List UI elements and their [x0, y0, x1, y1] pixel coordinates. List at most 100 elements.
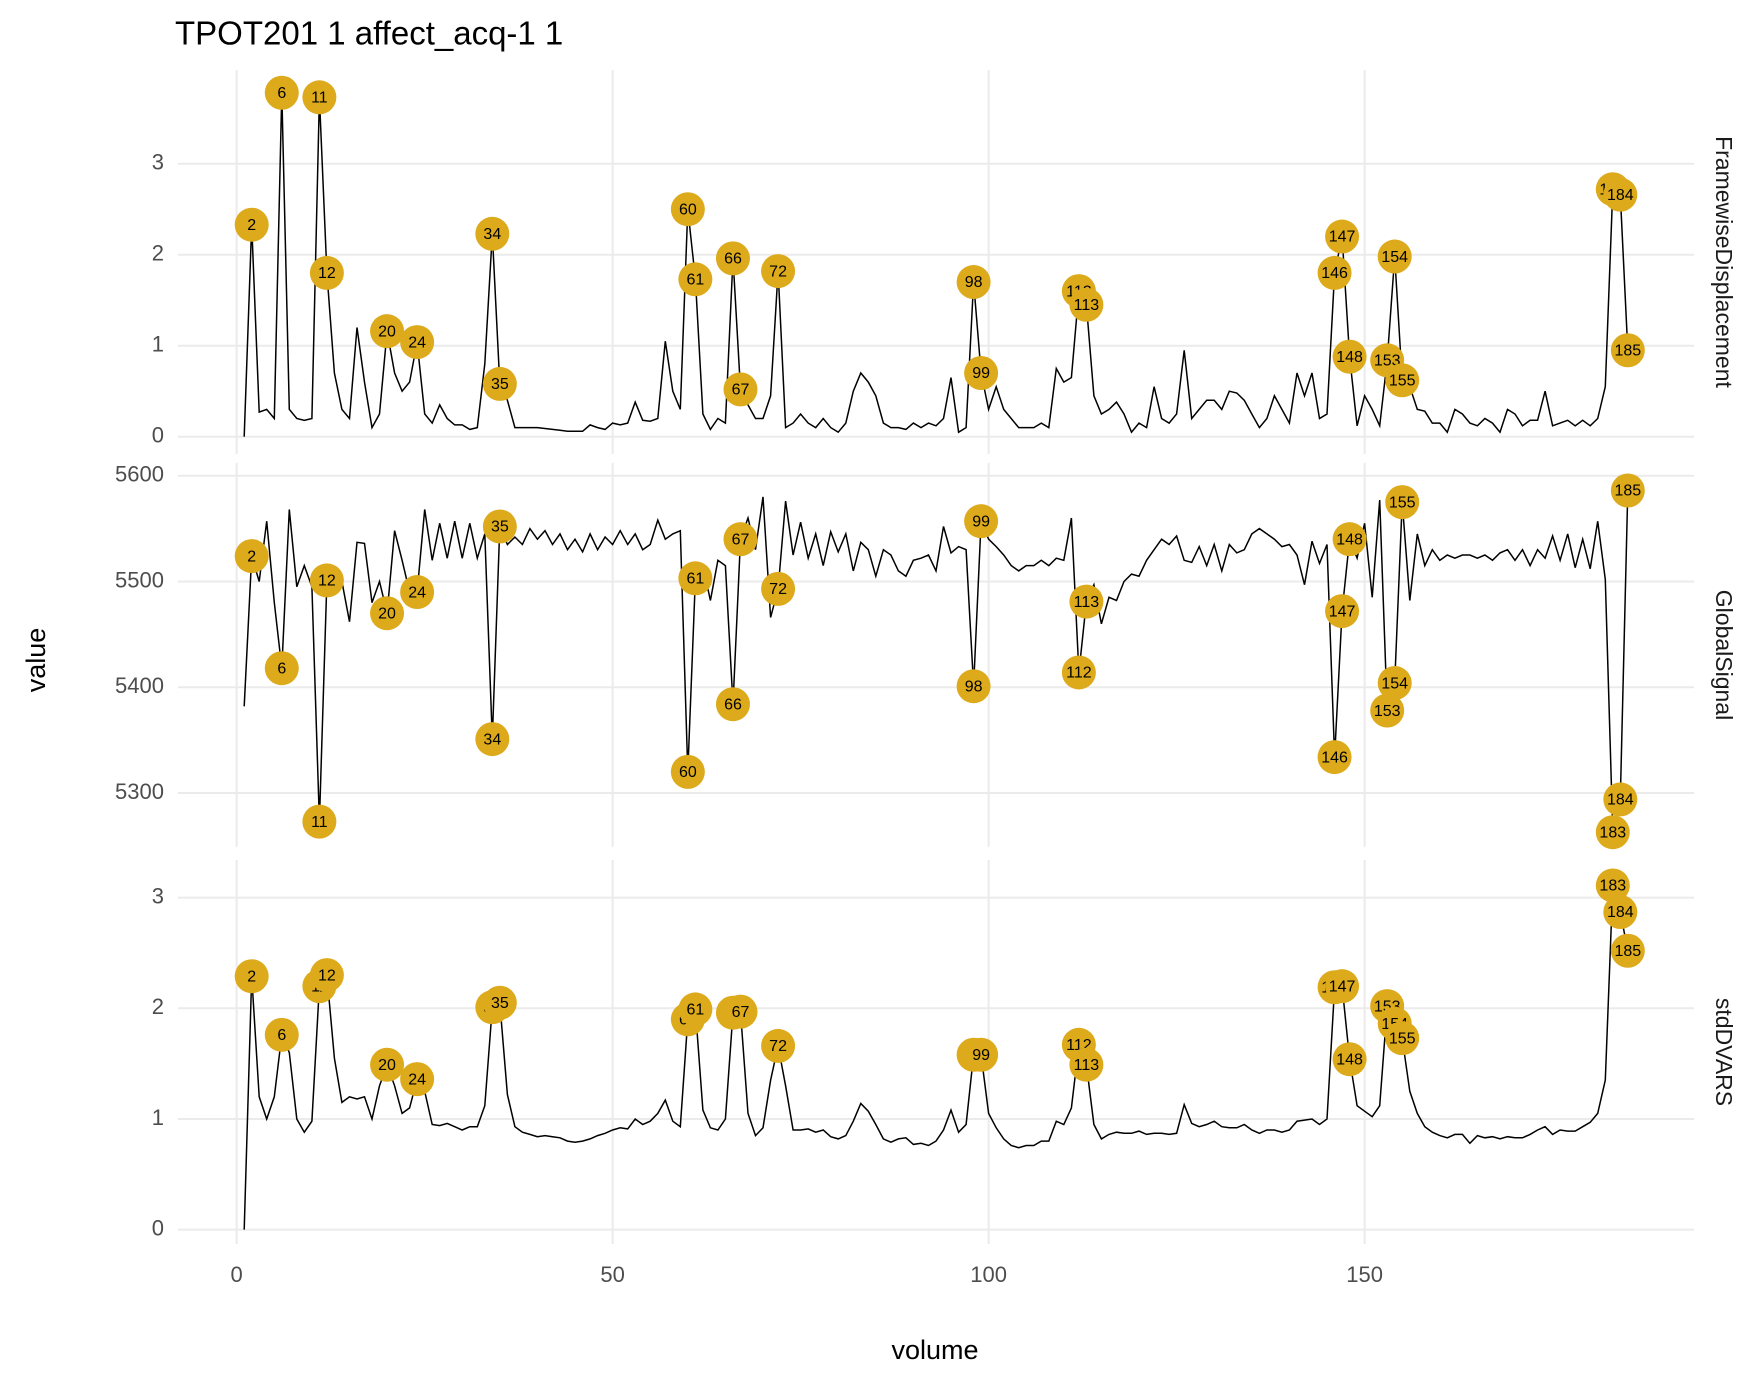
flagged-point — [1603, 177, 1638, 212]
flagged-point — [1377, 666, 1412, 701]
flagged-point — [964, 504, 999, 539]
flagged-point — [956, 669, 991, 704]
flagged-point — [678, 992, 713, 1027]
point-label: 147 — [1329, 229, 1356, 246]
point-label: 12 — [318, 967, 336, 984]
flagged-point — [761, 254, 796, 289]
point-label: 66 — [724, 696, 742, 713]
flagged-point — [400, 1062, 435, 1097]
point-label: 183 — [1599, 824, 1626, 841]
flagged-point — [1332, 339, 1367, 374]
flagged-point — [482, 985, 517, 1020]
point-label: 99 — [972, 365, 990, 382]
facet-strip-label: FramewiseDisplacement — [1711, 136, 1737, 388]
point-label: 113 — [1074, 297, 1100, 314]
point-label: 148 — [1336, 531, 1363, 548]
point-label: 72 — [769, 1038, 787, 1055]
point-label: 34 — [483, 226, 501, 243]
y-axis-title: value — [21, 628, 51, 693]
point-label: 153 — [1374, 703, 1401, 720]
x-tick-label: 150 — [1346, 1262, 1383, 1287]
flagged-point — [723, 372, 758, 407]
flagged-point — [264, 1017, 299, 1052]
y-tick-label: 2 — [152, 994, 164, 1019]
y-tick-label: 2 — [152, 241, 164, 266]
point-label: 148 — [1336, 1051, 1363, 1068]
flagged-point — [264, 651, 299, 686]
point-label: 99 — [972, 513, 990, 530]
flagged-point — [482, 366, 517, 401]
point-label: 24 — [408, 1071, 426, 1088]
line — [243, 490, 1629, 833]
flagged-point — [475, 722, 510, 757]
flagged-point — [234, 959, 269, 994]
flagged-point — [1385, 1021, 1420, 1056]
flagged-point — [1069, 287, 1104, 322]
point-label: 67 — [732, 531, 750, 548]
point-label: 11 — [311, 814, 328, 831]
flagged-point — [761, 571, 796, 606]
point-label: 2 — [247, 217, 256, 234]
flagged-point — [1370, 693, 1405, 728]
point-label: 6 — [277, 1027, 286, 1044]
point-label: 34 — [483, 731, 501, 748]
y-tick-label: 5600 — [115, 462, 164, 487]
flagged-point — [370, 1047, 405, 1082]
flagged-point — [234, 539, 269, 574]
x-tick-label: 100 — [970, 1262, 1007, 1287]
flagged-point — [309, 255, 344, 290]
flagged-point — [1595, 868, 1630, 903]
point-label: 66 — [724, 251, 742, 268]
point-label: 72 — [769, 263, 787, 280]
flagged-point — [264, 75, 299, 110]
point-label: 11 — [311, 90, 328, 107]
flagged-point — [956, 265, 991, 300]
y-tick-label: 5400 — [115, 673, 164, 698]
facet-strip-label: stdDVARS — [1711, 998, 1737, 1106]
point-label: 61 — [686, 272, 704, 289]
flagged-point — [1385, 363, 1420, 398]
point-label: 147 — [1329, 978, 1356, 995]
point-label: 35 — [491, 519, 509, 536]
flagged-point — [670, 192, 705, 227]
flagged-point — [370, 314, 405, 349]
y-tick-label: 3 — [152, 150, 164, 175]
x-axis-title: volume — [891, 1335, 978, 1365]
point-label: 60 — [679, 764, 697, 781]
flagged-point — [1061, 655, 1096, 690]
flagged-point — [678, 561, 713, 596]
point-label: 67 — [732, 1004, 750, 1021]
point-label: 154 — [1381, 249, 1408, 266]
flagged-point — [761, 1028, 796, 1063]
point-label: 113 — [1074, 594, 1100, 611]
flagged-point — [309, 958, 344, 993]
point-label: 6 — [277, 660, 286, 677]
flagged-point — [1069, 584, 1104, 619]
point-label: 148 — [1336, 349, 1363, 366]
flagged-point — [370, 596, 405, 631]
line — [243, 885, 1629, 1230]
point-label: 185 — [1614, 483, 1641, 500]
point-label: 2 — [247, 968, 256, 985]
point-label: 153 — [1374, 352, 1401, 369]
point-label: 183 — [1599, 878, 1626, 895]
flagged-point — [1603, 895, 1638, 930]
point-label: 20 — [378, 323, 396, 340]
flagged-point — [1325, 594, 1360, 629]
flagged-point — [678, 262, 713, 297]
flagged-point — [1325, 219, 1360, 254]
point-label: 35 — [491, 376, 509, 393]
flagged-point — [964, 356, 999, 391]
point-label: 6 — [277, 85, 286, 102]
point-label: 155 — [1389, 373, 1416, 390]
point-label: 20 — [378, 1057, 396, 1074]
flagged-point — [302, 804, 337, 839]
flagged-point — [400, 575, 435, 610]
flagged-point — [1610, 473, 1645, 508]
point-label: 24 — [408, 334, 426, 351]
y-tick-label: 0 — [152, 423, 164, 448]
y-tick-label: 3 — [152, 883, 164, 908]
flagged-point — [1317, 740, 1352, 775]
point-label: 67 — [732, 382, 750, 399]
flagged-point — [1325, 969, 1360, 1004]
